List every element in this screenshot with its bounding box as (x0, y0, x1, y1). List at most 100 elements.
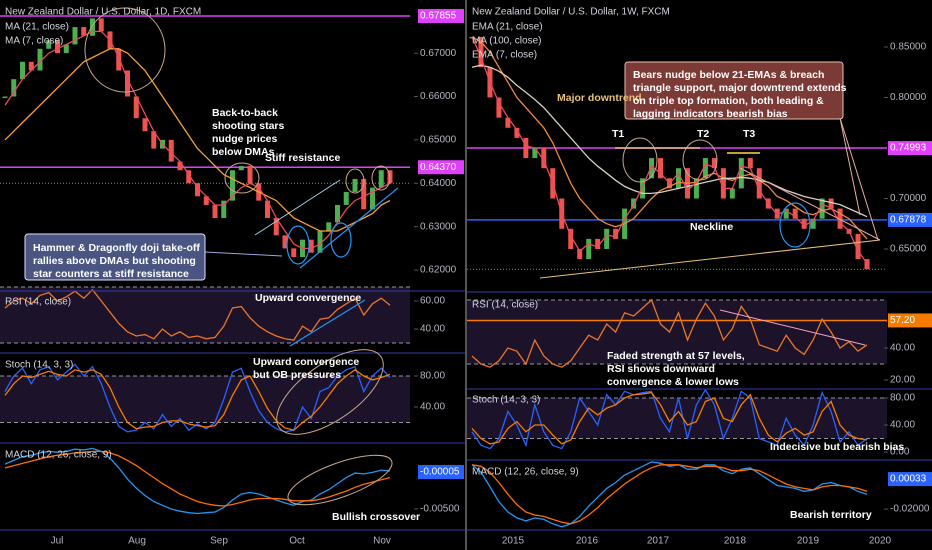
candle (478, 36, 484, 68)
candle (523, 137, 529, 159)
candle (265, 200, 270, 218)
candle (613, 228, 619, 239)
candle (532, 147, 538, 159)
y-tick-label: 40.00 (890, 343, 915, 354)
indicator-band (0, 375, 410, 423)
candle (230, 170, 235, 201)
y-tick-label: 0.62000 (420, 265, 457, 276)
level-marker (888, 313, 932, 328)
y-tick-label: 80.00 (890, 393, 915, 404)
candle (514, 127, 520, 138)
candle (675, 168, 681, 189)
candle (2, 96, 8, 99)
candle (801, 218, 807, 229)
neckline (539, 239, 881, 279)
annotation-line: Back-to-back (212, 107, 278, 119)
annotation-line: Stiff resistance (265, 152, 340, 164)
candle (577, 248, 583, 260)
highlight-ellipse (276, 349, 384, 435)
annotation-line: T2 (697, 128, 709, 140)
highlight-ellipse (345, 168, 365, 194)
candle (810, 218, 816, 229)
level-label: 0.74993 (890, 143, 927, 154)
annotation: Upward convergence but OB pressures (253, 356, 359, 381)
annotation-line: below DMAs (212, 146, 275, 158)
candle (819, 198, 825, 219)
candle (90, 18, 95, 36)
candle (221, 200, 227, 218)
candle (195, 183, 200, 197)
candle (247, 165, 253, 184)
level-marker (418, 160, 464, 175)
candle (72, 27, 78, 45)
series-line (471, 36, 868, 240)
y-tick-label: 0.70000 (890, 193, 927, 204)
candle (177, 161, 183, 171)
y-tick-label: 60.00 (420, 296, 445, 307)
candle (756, 168, 762, 199)
candle (125, 70, 130, 97)
candle (37, 48, 43, 71)
series-line (4, 288, 391, 341)
candle (238, 165, 244, 171)
annotation-line: star counters at stiff resistance (33, 268, 189, 280)
panel-title: MACD (12, 26, close, 9) (5, 450, 112, 461)
level-label: -0.00005 (420, 467, 460, 478)
x-tick-label: 2019 (797, 536, 820, 547)
candle (326, 222, 332, 231)
annotation: Neckline (690, 221, 733, 233)
candle (335, 204, 340, 223)
candle (604, 228, 610, 249)
highlight-ellipse (622, 137, 658, 183)
series-line (4, 450, 391, 507)
y-tick-label: 0.80000 (890, 92, 927, 103)
y-tick-label: 0.67000 (420, 48, 457, 59)
x-tick-label: 2018 (724, 536, 747, 547)
panel-title: New Zealand Dollar / U.S. Dollar, 1W, FX… (472, 7, 670, 18)
trend-arrow (719, 309, 866, 346)
candle (317, 230, 323, 253)
candle (291, 248, 297, 258)
series-line (4, 369, 391, 431)
highlight-ellipse (224, 162, 260, 194)
candle (133, 96, 139, 119)
x-tick-label: 2016 (576, 536, 599, 547)
callout-box (24, 233, 206, 281)
annotation-line: nudge prices (212, 133, 278, 145)
series-line (4, 363, 391, 433)
y-tick-label: -0.02000 (890, 504, 930, 515)
series-line (471, 461, 868, 528)
candle (370, 187, 375, 210)
annotation-line: Bullish crossover (332, 511, 420, 523)
panel-title: Stoch (14, 3, 3) (472, 395, 540, 406)
level-label: 0.67855 (420, 11, 457, 22)
highlight-ellipse (287, 454, 393, 506)
level-label: 0.67878 (890, 215, 927, 226)
level-marker (418, 464, 464, 479)
highlight-ellipse (330, 222, 352, 258)
x-tick-label: 2015 (502, 536, 525, 547)
candle (378, 170, 384, 188)
candle (11, 79, 17, 97)
x-tick-label: Sep (210, 536, 228, 547)
highlight-ellipse (371, 165, 391, 191)
series-line (471, 391, 868, 445)
y-tick-label: 0.00 (890, 447, 910, 458)
annotation-line: Upward convergence (253, 356, 359, 368)
y-tick-label: 0.64000 (420, 178, 457, 189)
annotation-line: but OB pressures (253, 369, 341, 381)
level-marker (888, 212, 932, 227)
annotation-line: T1 (612, 128, 624, 140)
candle (343, 191, 349, 205)
annotation-line: triangle support, major downtrend extend… (633, 82, 847, 94)
series-line (471, 36, 868, 264)
y-tick-label: 0.65000 (420, 135, 457, 146)
candle (98, 18, 104, 32)
annotation-line: on triple top formation, both leading & (633, 95, 824, 107)
y-tick-label: 80.00 (420, 371, 445, 382)
annotation: Bearish territory (790, 509, 872, 521)
annotation-line: Upward convergence (255, 292, 361, 304)
candle (203, 196, 209, 205)
legend-entry: MA (21, close) (5, 22, 69, 33)
